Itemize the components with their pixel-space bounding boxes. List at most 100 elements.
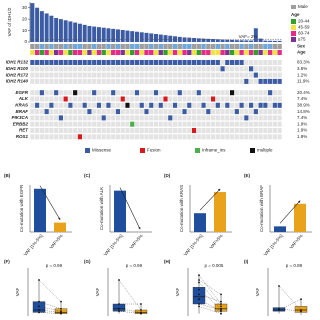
cell-bg xyxy=(277,109,282,115)
mutation xyxy=(87,109,92,115)
cell-bg xyxy=(201,96,206,102)
cell-bg xyxy=(58,121,63,127)
cell-bg xyxy=(82,96,87,102)
sex-cell xyxy=(215,44,220,49)
cell-bg xyxy=(191,134,197,140)
cell-bg xyxy=(268,115,273,121)
age-cell xyxy=(125,50,130,55)
bar xyxy=(130,31,135,42)
cell-bg xyxy=(106,109,111,115)
cell-bg xyxy=(215,115,220,121)
cell-bg xyxy=(73,72,78,78)
cell-bg xyxy=(149,96,154,102)
mutation xyxy=(139,60,144,65)
pair-line xyxy=(198,275,222,305)
cell-bg xyxy=(77,90,83,96)
age-cell xyxy=(149,50,154,55)
cell-bg xyxy=(35,72,40,78)
cell-bg xyxy=(149,115,154,121)
cell-bg xyxy=(263,121,268,127)
cell-bg xyxy=(272,60,277,65)
cell-bg xyxy=(268,60,273,65)
cell-bg xyxy=(196,115,201,121)
cell-bg xyxy=(153,128,159,133)
cell-bg xyxy=(220,90,225,96)
cell-bg xyxy=(44,72,49,78)
cell-bg xyxy=(229,128,235,133)
cell-bg xyxy=(92,121,97,127)
mutation xyxy=(39,90,44,96)
point xyxy=(140,303,142,305)
legend-label: multiple xyxy=(257,148,273,153)
cell-bg xyxy=(196,66,201,72)
sex-cell xyxy=(49,44,54,49)
cell-bg xyxy=(77,115,83,121)
cell-bg xyxy=(96,121,102,127)
cell-bg xyxy=(58,66,63,72)
mutation xyxy=(172,102,178,108)
cell-bg xyxy=(239,78,244,84)
panel-label: (B) xyxy=(4,173,11,178)
bar xyxy=(201,38,206,42)
cell-bg xyxy=(272,134,277,140)
cell-bg xyxy=(49,134,54,140)
mutation xyxy=(253,72,258,78)
gene-pct: 1.9% xyxy=(297,121,307,126)
mutation xyxy=(220,66,225,72)
pair-line xyxy=(278,299,302,311)
cell-bg xyxy=(196,128,201,133)
x-tick-label: VAF [1%-5%] xyxy=(183,233,204,257)
cell-bg xyxy=(163,78,168,84)
cell-bg xyxy=(149,78,154,84)
cell-bg xyxy=(244,109,249,115)
cell-bg xyxy=(239,128,244,133)
point xyxy=(60,300,62,303)
age-cell xyxy=(153,50,159,55)
cell-bg xyxy=(263,115,268,121)
cell-bg xyxy=(39,78,44,84)
age-cell xyxy=(215,50,220,55)
cell-bg xyxy=(172,134,178,140)
cell-bg xyxy=(144,102,149,108)
cell-bg xyxy=(258,128,263,133)
sex-cell xyxy=(220,44,225,49)
cell-bg xyxy=(139,66,144,72)
cell-bg xyxy=(87,66,92,72)
gene-label: ALK xyxy=(18,96,29,101)
mutation xyxy=(153,90,159,96)
gene-label: IDH2 R140 xyxy=(6,79,29,84)
age-cell xyxy=(92,50,97,55)
cell-bg xyxy=(258,109,263,115)
cell-bg xyxy=(39,121,44,127)
cell-bg xyxy=(58,109,63,115)
cell-bg xyxy=(225,134,230,140)
legend-label: Fusion xyxy=(147,148,161,153)
mutation xyxy=(49,102,54,108)
bar xyxy=(158,34,163,42)
cell-bg xyxy=(153,102,159,108)
cell-bg xyxy=(191,90,197,96)
cell-bg xyxy=(163,109,168,115)
cell-bg xyxy=(191,102,197,108)
point xyxy=(198,305,200,308)
cell-bg xyxy=(92,128,97,133)
cell-bg xyxy=(239,72,244,78)
cell-bg xyxy=(220,60,225,65)
sex-cell xyxy=(111,44,116,49)
cell-bg xyxy=(277,121,282,127)
cell-bg xyxy=(206,72,211,78)
y-tick-label: 30 xyxy=(22,5,28,10)
cell-bg xyxy=(30,109,35,115)
cell-bg xyxy=(139,115,144,121)
mutation xyxy=(277,102,282,108)
gene-pct: 7.4% xyxy=(297,96,307,101)
sex-cell xyxy=(153,44,159,49)
mutation xyxy=(125,102,130,108)
cell-bg xyxy=(177,96,182,102)
mutation xyxy=(39,60,44,65)
cell-bg xyxy=(215,90,220,96)
cell-bg xyxy=(196,121,201,127)
cell-bg xyxy=(191,96,197,102)
cell-bg xyxy=(249,109,254,115)
